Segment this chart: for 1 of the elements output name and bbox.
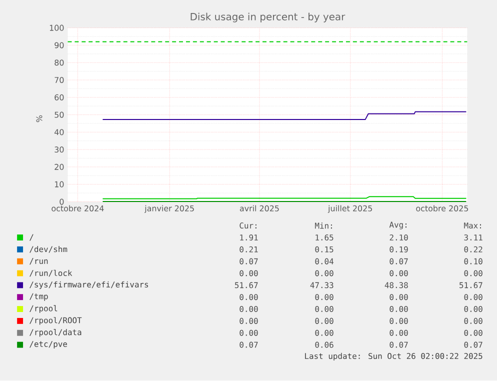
chart-title: Disk usage in percent - by year	[190, 12, 346, 23]
